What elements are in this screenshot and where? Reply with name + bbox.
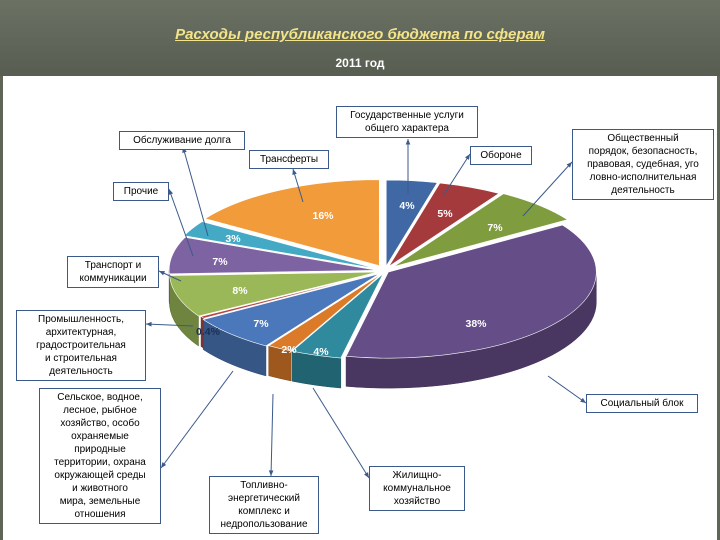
- leader-line: [182, 146, 209, 237]
- slice-3: [345, 224, 597, 359]
- slice-label: 5%: [437, 208, 453, 220]
- slice-0: [385, 179, 438, 268]
- slice-6: [202, 273, 380, 347]
- callout-label: Транспорт и коммуникации: [67, 256, 159, 288]
- callout-label: Сельское, водное, лесное, рыбное хозяйство…: [39, 388, 161, 524]
- pie-chart: 4% 5% 7% 38% 4% 2% 7% 0.4% 8% 7% 3% 16%: [145, 139, 597, 479]
- pie-tops: [168, 179, 597, 359]
- leader-line: [145, 323, 194, 327]
- leader-line: [168, 188, 194, 257]
- slice-1: [388, 182, 500, 267]
- arrow-head: [580, 397, 586, 403]
- arrow-head: [465, 154, 470, 160]
- header-bar: Расходы республиканского бюджета по сфер…: [0, 0, 720, 76]
- arrow-head: [159, 271, 165, 276]
- arrow-head: [566, 162, 572, 168]
- slice-9: [168, 237, 378, 275]
- slice-label: 7%: [253, 318, 269, 330]
- leader-line: [160, 370, 234, 469]
- slice-11: [204, 179, 380, 267]
- leader-line: [522, 161, 573, 217]
- slice-label: 4%: [399, 200, 415, 212]
- slice-label: 0.4%: [196, 326, 221, 338]
- callout-label: Прочие: [113, 182, 169, 201]
- slice-label: 2%: [281, 344, 297, 356]
- callout-label: Социальный блок: [586, 394, 698, 413]
- slice-label: 16%: [312, 210, 334, 222]
- page-title: Расходы республиканского бюджета по сфер…: [175, 26, 545, 43]
- callout-label: Промышленность, архитектурная, градостроит…: [16, 310, 146, 381]
- pie-labels: 4% 5% 7% 38% 4% 2% 7% 0.4% 8% 7% 3% 16%: [196, 200, 503, 358]
- slice-10: [183, 221, 377, 269]
- callout-label: Топливно-энергетический комплекс и недропо…: [209, 476, 319, 534]
- arrow-head: [405, 139, 411, 145]
- arrow-head: [292, 169, 297, 175]
- slice-label: 7%: [212, 256, 228, 268]
- slice-4: [291, 273, 384, 359]
- arrow-head: [268, 470, 274, 476]
- callout-label: Общественный порядок, безопасность, правов…: [572, 129, 714, 200]
- slice-5: [267, 273, 383, 352]
- slice-label: 7%: [487, 222, 503, 234]
- callout-label: Государственные услуги общего характера: [336, 106, 478, 138]
- arrow-head: [168, 189, 174, 195]
- callout-label: Трансферты: [249, 150, 329, 169]
- callout-label: Обороне: [470, 146, 532, 165]
- slice-8: [169, 271, 378, 317]
- chart-panel: 4% 5% 7% 38% 4% 2% 7% 0.4% 8% 7% 3% 16% Государстве…: [3, 76, 717, 540]
- slice-label: 8%: [232, 285, 248, 297]
- slice-label: 38%: [465, 318, 487, 330]
- arrow-head: [364, 472, 369, 478]
- slice-2: [393, 193, 569, 268]
- leader-line: [270, 393, 274, 477]
- leader-line: [312, 387, 370, 479]
- arrow-head: [146, 321, 152, 327]
- leader-line: [442, 153, 471, 197]
- leader-line: [292, 168, 304, 203]
- callout-label: Жилищно-коммунальное хозяйство: [369, 466, 465, 511]
- slice-label: 3%: [225, 233, 241, 245]
- slice-label: 4%: [313, 346, 329, 358]
- slice-7: [200, 272, 380, 319]
- leader-line: [547, 375, 587, 404]
- arrow-head: [161, 462, 167, 468]
- page-subtitle: 2011 год: [335, 56, 385, 70]
- callout-label: Обслуживание долга: [119, 131, 245, 150]
